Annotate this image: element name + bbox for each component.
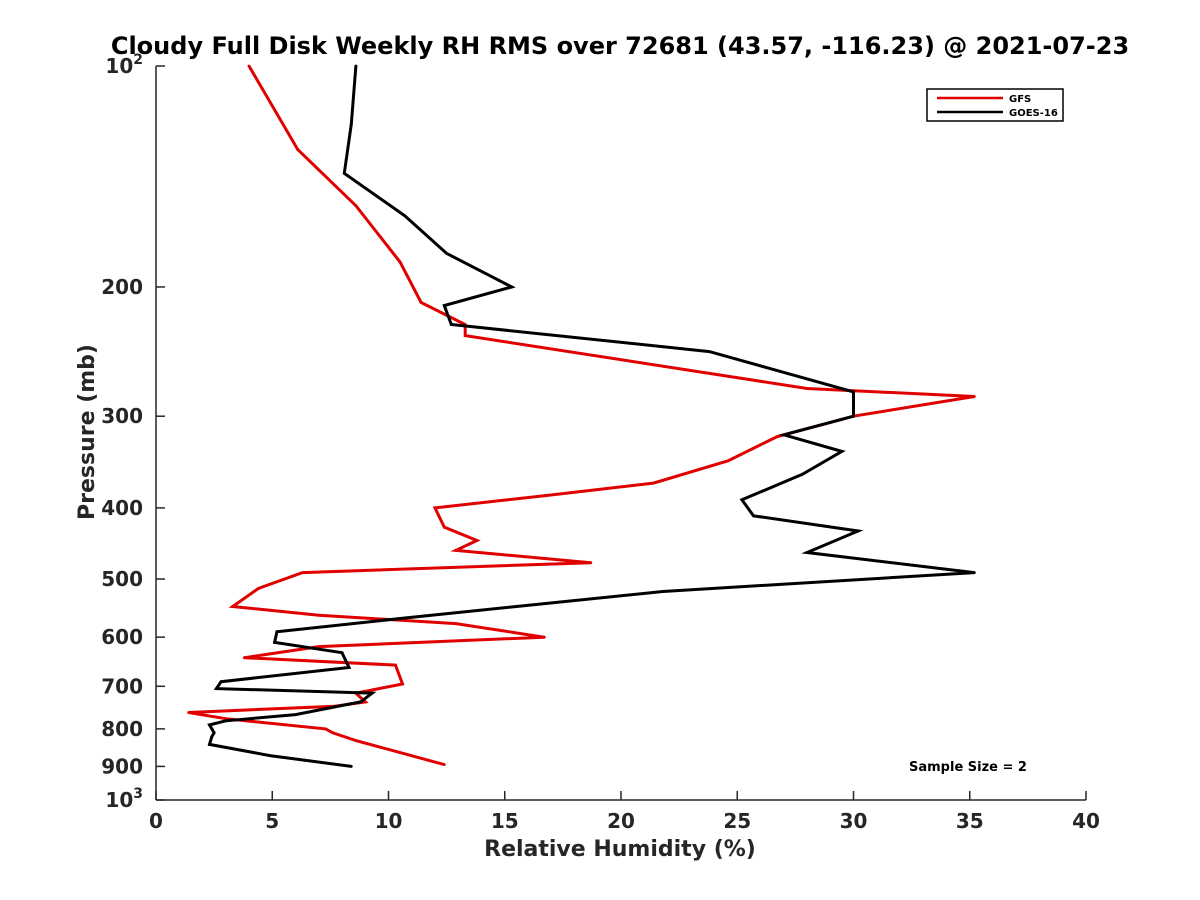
data-point-goes-16 (220, 680, 223, 683)
x-axis-label: Relative Humidity (%) (484, 837, 756, 862)
rh-rms-chart: Cloudy Full Disk Weekly RH RMS over 7268… (0, 0, 1200, 900)
data-point-goes-16 (782, 433, 785, 436)
data-point-goes-16 (973, 571, 976, 574)
y-tick-label: 300 (101, 404, 143, 428)
data-point-goes-16 (215, 687, 218, 690)
y-tick-label: 600 (101, 625, 143, 649)
data-point-gfs (420, 301, 423, 304)
data-point-goes-16 (515, 605, 518, 608)
data-point-gfs (443, 763, 446, 766)
data-point-goes-16 (341, 651, 344, 654)
data-point-goes-16 (852, 415, 855, 418)
y-tick-label: 500 (101, 567, 143, 591)
chart-title: Cloudy Full Disk Weekly RH RMS over 7268… (111, 32, 1129, 60)
data-point-gfs (396, 751, 399, 754)
data-point-goes-16 (208, 724, 211, 727)
data-point-gfs (455, 622, 458, 625)
data-point-gfs (775, 435, 778, 438)
legend-entry-gfs: GFS (1009, 94, 1031, 105)
x-tick-label: 5 (265, 809, 279, 833)
data-point-gfs (317, 614, 320, 617)
data-point-goes-16 (403, 617, 406, 620)
y-tick-label: 800 (101, 717, 143, 741)
y-tick-label: 900 (101, 754, 143, 778)
data-point-gfs (257, 587, 260, 590)
x-tick-label: 20 (607, 809, 635, 833)
data-point-goes-16 (294, 713, 297, 716)
data-point-goes-16 (741, 498, 744, 501)
data-point-goes-16 (445, 252, 448, 255)
data-point-gfs (652, 482, 655, 485)
data-point-goes-16 (403, 214, 406, 217)
data-point-goes-16 (350, 765, 353, 768)
y-tick-label: 200 (101, 275, 143, 299)
data-point-gfs (543, 494, 546, 497)
data-point-gfs (324, 728, 327, 731)
data-point-goes-16 (348, 666, 351, 669)
data-point-gfs (806, 387, 809, 390)
data-point-gfs (399, 261, 402, 264)
data-point-goes-16 (343, 172, 346, 175)
data-point-goes-16 (273, 641, 276, 644)
data-point-goes-16 (208, 743, 211, 746)
y-tick-label: 700 (101, 674, 143, 698)
data-point-gfs (243, 656, 246, 659)
legend: GFS GOES-16 (927, 89, 1063, 121)
x-tick-label: 30 (840, 809, 868, 833)
data-point-gfs (231, 605, 234, 608)
data-point-goes-16 (801, 473, 804, 476)
data-point-goes-16 (443, 304, 446, 307)
data-point-goes-16 (359, 701, 362, 704)
data-point-goes-16 (371, 692, 374, 695)
y-axis-label: Pressure (mb) (75, 344, 100, 520)
data-point-goes-16 (662, 590, 665, 593)
data-point-gfs (394, 664, 397, 667)
x-tick-label: 15 (491, 809, 519, 833)
data-point-gfs (331, 731, 334, 734)
data-point-goes-16 (213, 731, 216, 734)
data-point-gfs (301, 571, 304, 574)
x-tick-label: 10 (375, 809, 403, 833)
data-point-gfs (464, 334, 467, 337)
data-point-gfs (187, 711, 190, 714)
data-point-gfs (355, 739, 358, 742)
data-point-gfs (355, 204, 358, 207)
data-point-goes-16 (276, 630, 279, 633)
data-point-gfs (296, 148, 299, 151)
data-point-goes-16 (210, 735, 213, 738)
data-point-goes-16 (269, 754, 272, 757)
sample-size-annotation: Sample Size = 2 (909, 760, 1027, 775)
data-point-goes-16 (752, 514, 755, 517)
data-point-gfs (543, 636, 546, 639)
data-point-gfs (455, 549, 458, 552)
data-point-gfs (476, 539, 479, 542)
data-point-goes-16 (224, 719, 227, 722)
x-tick-label: 40 (1072, 809, 1100, 833)
x-tick-label: 25 (723, 809, 751, 833)
x-tick-label: 0 (149, 809, 163, 833)
data-point-goes-16 (857, 530, 860, 533)
data-point-gfs (434, 507, 437, 510)
y-tick-label: 400 (101, 496, 143, 520)
data-point-gfs (589, 561, 592, 564)
legend-entry-goes-16: GOES-16 (1009, 108, 1058, 119)
data-point-goes-16 (852, 391, 855, 394)
data-point-goes-16 (806, 551, 809, 554)
data-point-goes-16 (708, 350, 711, 353)
data-point-gfs (248, 65, 251, 68)
data-point-goes-16 (350, 123, 353, 126)
data-point-goes-16 (841, 450, 844, 453)
data-point-gfs (727, 459, 730, 462)
data-point-goes-16 (355, 65, 358, 68)
data-point-gfs (443, 526, 446, 529)
x-tick-label: 35 (956, 809, 984, 833)
data-point-gfs (973, 395, 976, 398)
data-point-gfs (401, 683, 404, 686)
data-point-goes-16 (450, 323, 453, 326)
data-point-goes-16 (510, 286, 513, 289)
